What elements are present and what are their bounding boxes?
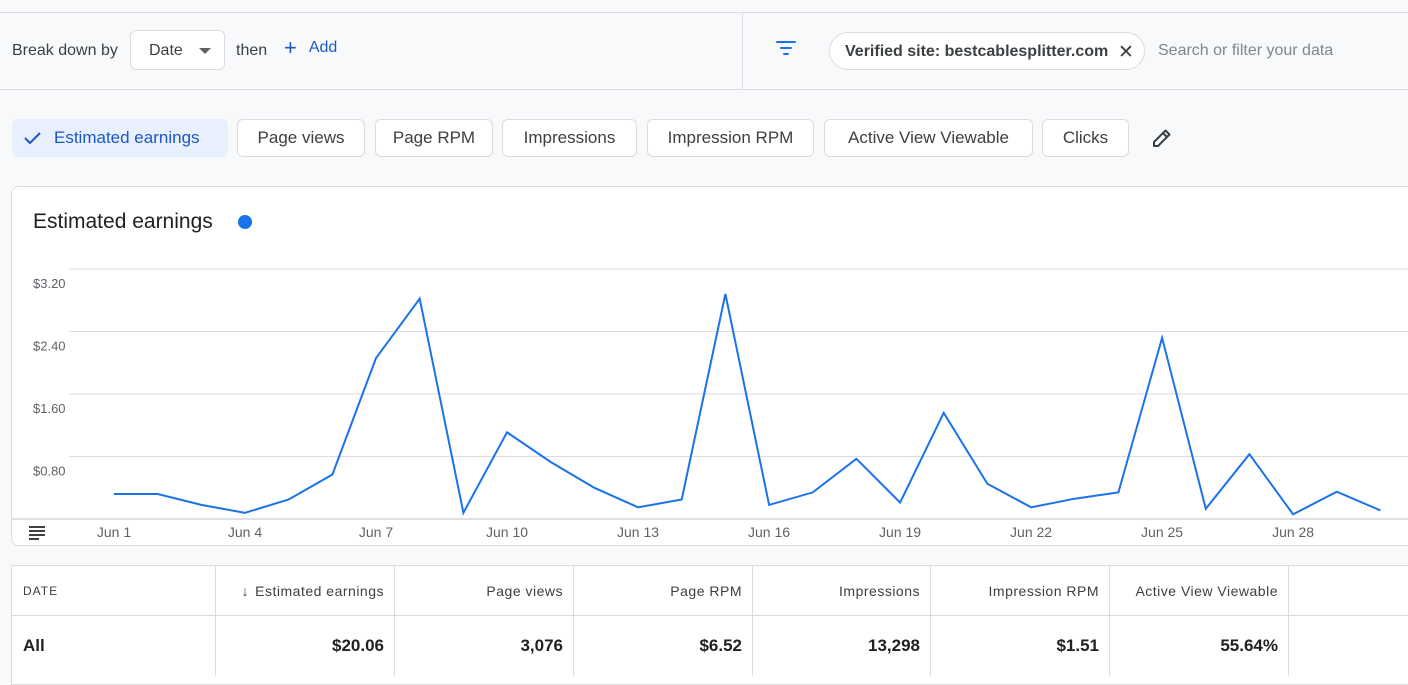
breakdown-label: Break down by bbox=[12, 42, 118, 59]
col-header-estimated-earnings[interactable]: ↓ Estimated earnings bbox=[216, 566, 395, 615]
y-tick-label: $0.80 bbox=[33, 464, 66, 479]
x-tick-label: Jun 22 bbox=[1010, 524, 1052, 540]
site-filter-chip[interactable]: Verified site: bestcablesplitter.com ✕ bbox=[829, 32, 1145, 70]
table-cell-impression-rpm: $1.51 bbox=[931, 616, 1110, 676]
series-line bbox=[114, 293, 1381, 516]
table-cell-page-views: 3,076 bbox=[395, 616, 574, 676]
metric-chip-label: Clicks bbox=[1062, 128, 1109, 147]
metric-chip-impression-rpm[interactable]: Impression RPM bbox=[647, 119, 814, 157]
x-tick-label: Jun 1 bbox=[97, 524, 131, 540]
x-tick-label: Jun 28 bbox=[1272, 524, 1314, 540]
table-cell-estimated-earnings: $20.06 bbox=[216, 616, 395, 676]
y-tick-label: $1.60 bbox=[33, 401, 66, 416]
chart-card: Estimated earnings $0.80 $1.60 $2.40 $3.20 J… bbox=[11, 186, 1408, 546]
breakdown-toolbar: Break down by Date then + Add Verified s… bbox=[0, 13, 1408, 90]
metric-chip-label: Page views bbox=[257, 128, 345, 147]
x-tick-label: Jun 25 bbox=[1141, 524, 1183, 540]
metric-chip-page-rpm[interactable]: Page RPM bbox=[375, 119, 493, 157]
x-tick-label: Jun 7 bbox=[359, 524, 393, 540]
col-header-impressions[interactable]: Impressions bbox=[753, 566, 931, 615]
line-chart: $0.80 $1.60 $2.40 $3.20 Jun 1 Jun 4 Jun 7 Jun 1… bbox=[12, 268, 1408, 540]
metric-chip-label: Active View Viewable bbox=[848, 128, 1009, 147]
then-label: then bbox=[236, 42, 268, 59]
col-header-impression-rpm[interactable]: Impression RPM bbox=[931, 566, 1110, 615]
metric-chip-impressions[interactable]: Impressions bbox=[502, 119, 637, 157]
table-cell-active-view-viewable: 55.64% bbox=[1110, 616, 1289, 676]
metric-chip-estimated-earnings[interactable]: Estimated earnings bbox=[12, 119, 228, 157]
search-input[interactable]: Search or filter your data bbox=[1158, 42, 1334, 59]
col-header-page-views[interactable]: Page views bbox=[395, 566, 574, 615]
x-tick-label: Jun 13 bbox=[617, 524, 659, 540]
y-tick-label: $2.40 bbox=[33, 339, 66, 354]
x-tick-label: Jun 10 bbox=[486, 524, 528, 540]
y-tick-label: $3.20 bbox=[33, 276, 66, 291]
plus-icon: + bbox=[284, 35, 297, 60]
chart-title: Estimated earnings bbox=[33, 210, 213, 233]
check-icon bbox=[24, 132, 41, 145]
x-tick-label: Jun 19 bbox=[879, 524, 921, 540]
site-filter-label: Verified site: bestcablesplitter.com bbox=[845, 43, 1109, 60]
col-header-page-rpm[interactable]: Page RPM bbox=[574, 566, 753, 615]
close-icon[interactable]: ✕ bbox=[1118, 42, 1134, 63]
table-cell-date: All bbox=[12, 616, 216, 676]
header-divider bbox=[12, 615, 1408, 616]
menu-icon[interactable] bbox=[29, 526, 45, 540]
filter-icon[interactable] bbox=[776, 41, 796, 57]
breakdown-dropdown[interactable]: Date bbox=[130, 30, 225, 70]
legend-dot bbox=[238, 215, 252, 229]
metric-chip-label: Estimated earnings bbox=[54, 128, 200, 147]
col-header-date[interactable]: DATE bbox=[12, 566, 216, 615]
edit-pencil-icon[interactable] bbox=[1150, 126, 1174, 150]
metric-chip-page-views[interactable]: Page views bbox=[237, 119, 365, 157]
table-cell-page-rpm: $6.52 bbox=[574, 616, 753, 676]
add-breakdown-button[interactable]: + Add bbox=[284, 35, 338, 60]
top-border bbox=[0, 0, 1408, 13]
x-tick-label: Jun 4 bbox=[228, 524, 262, 540]
arrow-down-icon: ↓ bbox=[241, 582, 250, 599]
metric-chip-clicks[interactable]: Clicks bbox=[1042, 119, 1129, 157]
metric-chip-active-view-viewable[interactable]: Active View Viewable bbox=[824, 119, 1033, 157]
x-tick-label: Jun 16 bbox=[748, 524, 790, 540]
table-cell-impressions: 13,298 bbox=[753, 616, 931, 676]
add-label: Add bbox=[308, 39, 338, 56]
metric-chip-label: Page RPM bbox=[392, 128, 476, 147]
caret-down-icon bbox=[199, 48, 211, 54]
report-table: DATE ↓ Estimated earnings Page views Page… bbox=[11, 565, 1408, 685]
toolbar-divider bbox=[742, 13, 743, 90]
metric-chip-label: Impressions bbox=[523, 128, 616, 147]
metric-chip-label: Impression RPM bbox=[667, 128, 794, 147]
col-header-active-view-viewable[interactable]: Active View Viewable bbox=[1110, 566, 1289, 615]
breakdown-value: Date bbox=[149, 42, 183, 59]
